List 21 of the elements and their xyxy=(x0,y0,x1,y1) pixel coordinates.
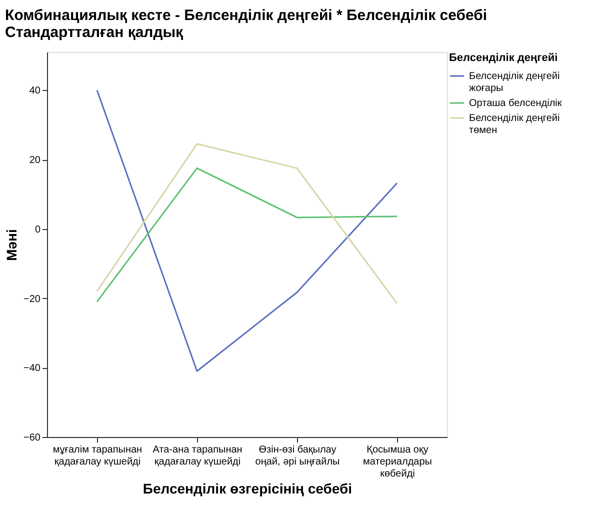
y-tick-label: −60 xyxy=(24,432,41,444)
line-series xyxy=(96,89,398,372)
y-tick-label: 20 xyxy=(29,155,41,166)
y-axis-title: Мәні xyxy=(4,229,20,261)
line-series xyxy=(96,167,398,302)
line-series xyxy=(96,143,398,304)
x-tick-label: Ата-ана тарапынан қадағалау күшейді xyxy=(152,444,242,468)
legend-label: Орташа белсенділік xyxy=(469,98,562,109)
y-tick-label: 40 xyxy=(29,86,41,97)
text: Комбинациялық кесте - Белсенділік деңгейі * Белсенділік себебі xyxy=(5,7,488,24)
y-tick-label: −20 xyxy=(24,294,41,305)
legend-label: Белсенділік деңгейі төмен xyxy=(469,113,560,136)
y-tick-label: −40 xyxy=(24,363,41,374)
legend-label: Белсенділік деңгейі жоғары xyxy=(469,71,560,94)
y-tick-label: 0 xyxy=(34,224,41,236)
x-tick-label: мұғалім тарапынан қадағалау күшейді xyxy=(52,444,142,468)
text: Стандартталған қалдық xyxy=(5,24,184,41)
x-tick-label: Өзін-өзі бақылау оңай, әрі ыңғайлы xyxy=(255,444,340,468)
legend-title: Белсенділік деңгейі xyxy=(449,52,558,64)
x-axis-title: Белсенділік өзгерісінің себебі xyxy=(142,480,352,496)
x-tick-label: Қосымша оқу материалдары көбейді xyxy=(363,444,432,480)
